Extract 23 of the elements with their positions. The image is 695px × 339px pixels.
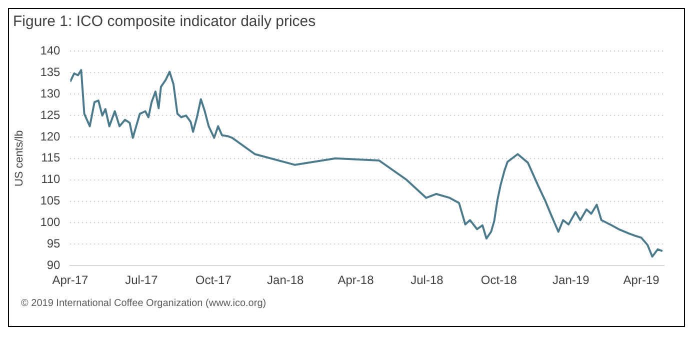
x-tick-label: Jan-18 (267, 273, 304, 288)
x-tick-label: Apr-19 (623, 273, 660, 288)
x-tick-label: Jul-18 (410, 273, 444, 288)
y-tick-label: 130 (40, 86, 61, 100)
text: © 2019 International Coffee Organization (www.ico.org) (20, 297, 268, 311)
chart-title: Figure 1: ICO composite indicator daily prices (12, 12, 317, 32)
x-tick-label: Oct-17 (195, 273, 232, 288)
y-tick-label: 135 (40, 64, 61, 79)
y-tick-label: 95 (46, 236, 61, 250)
y-tick-label: 115 (41, 150, 61, 165)
x-tick-label: Apr-17 (52, 273, 89, 288)
y-tick-label: 105 (40, 194, 61, 208)
y-tick-label: 140 (40, 44, 61, 58)
y-tick-label: 125 (40, 108, 61, 122)
x-tick-label: Jan-19 (552, 273, 590, 288)
y-axis-title: US cents/lb (14, 130, 26, 187)
y-tick-label: 90 (46, 258, 61, 272)
x-tick-label: Jul-17 (125, 273, 158, 288)
y-tick-label: 120 (40, 129, 61, 144)
y-tick-label: 100 (40, 215, 61, 230)
x-tick-label: Oct-18 (480, 273, 518, 288)
x-tick-label: Apr-18 (338, 273, 374, 288)
y-tick-label: 110 (41, 172, 61, 186)
